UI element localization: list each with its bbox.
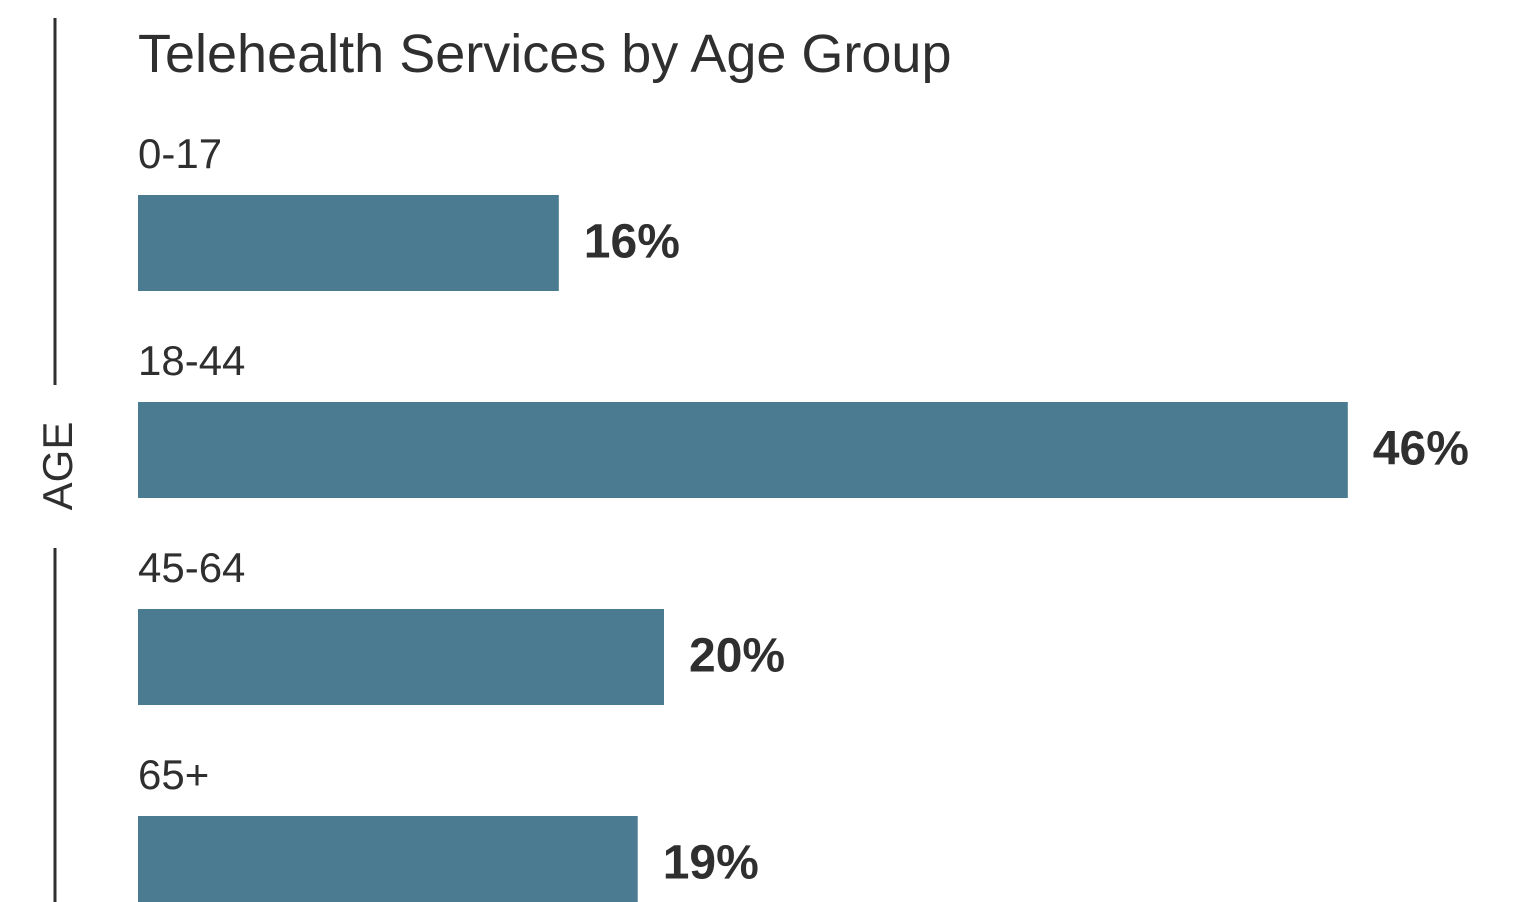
value-label: 16% [584, 216, 680, 269]
bar [138, 816, 638, 902]
category-label: 0-17 [138, 130, 222, 177]
category-label: 45-64 [138, 544, 245, 591]
chart-title: Telehealth Services by Age Group [138, 24, 951, 84]
category-label: 65+ [138, 751, 209, 798]
bar [138, 609, 664, 705]
value-label: 19% [663, 837, 759, 890]
category-label: 18-44 [138, 337, 245, 384]
bar [138, 195, 559, 291]
value-label: 46% [1373, 423, 1469, 476]
bar [138, 402, 1348, 498]
y-axis-label: AGE [34, 422, 81, 511]
value-label: 20% [689, 630, 785, 683]
